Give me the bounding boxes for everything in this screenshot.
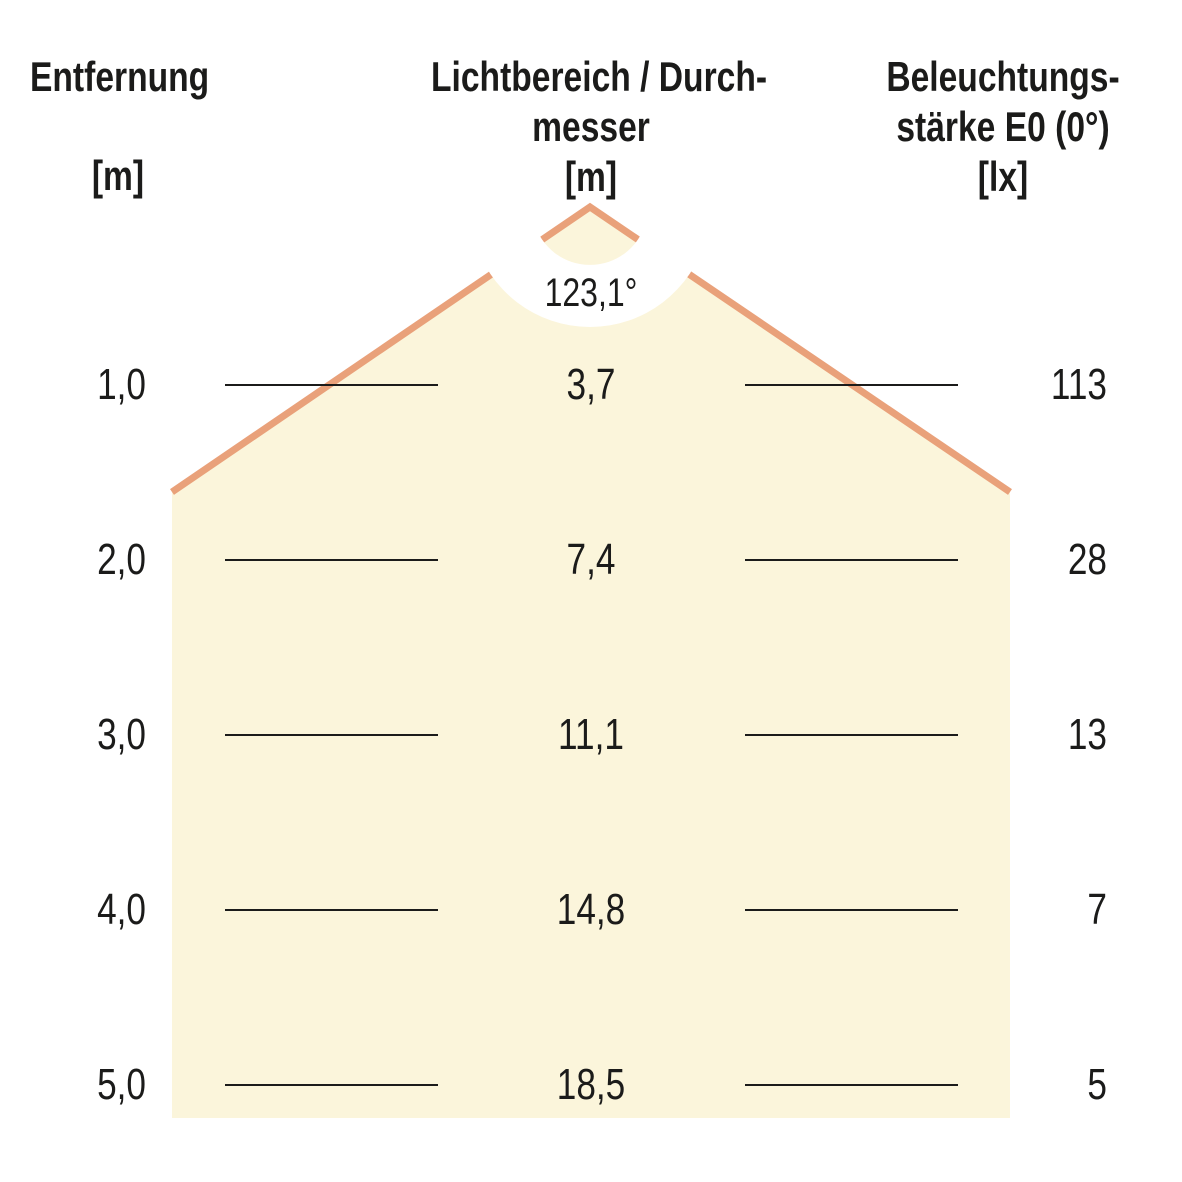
diameter-value: 11,1	[558, 710, 624, 759]
left-tick-line	[225, 734, 438, 736]
left-tick-line	[225, 909, 438, 911]
column-header-illuminance: Beleuchtungs- stärke E0 (0°) [lx]	[853, 0, 1153, 215]
left-tick-line	[225, 1084, 438, 1086]
table-row: 5,0 18,5 5	[0, 1059, 1182, 1111]
column-header-diameter: Lichtbereich / Durch- messer [m]	[391, 0, 791, 215]
diameter-value: 7,4	[566, 535, 616, 584]
illuminance-value: 113	[1050, 360, 1107, 409]
illuminance-value: 28	[1067, 535, 1107, 584]
header-diameter-title-line2: messer	[532, 103, 650, 150]
light-cone-edge-lines	[170, 202, 1012, 495]
column-header-distance: Entfernung [m]	[8, 0, 228, 215]
right-tick-line	[745, 909, 958, 911]
header-distance-title: Entfernung	[30, 53, 210, 100]
header-illuminance-title-line2: stärke E0 (0°)	[896, 103, 1110, 150]
table-row: 4,0 14,8 7	[0, 884, 1182, 936]
illuminance-value: 7	[1087, 885, 1107, 934]
header-distance-unit: [m]	[91, 152, 145, 199]
diameter-value: 3,7	[566, 360, 616, 409]
distance-value: 5,0	[97, 1060, 146, 1109]
left-tick-line	[225, 559, 438, 561]
right-tick-line	[745, 384, 958, 386]
header-diameter-unit: [m]	[564, 153, 618, 200]
illuminance-value: 13	[1067, 710, 1107, 759]
right-tick-line	[745, 734, 958, 736]
left-tick-line	[225, 384, 438, 386]
right-tick-line	[745, 559, 958, 561]
header-illuminance-title-line1: Beleuchtungs-	[886, 53, 1120, 100]
distance-value: 4,0	[97, 885, 146, 934]
distance-value: 2,0	[97, 535, 146, 584]
table-row: 3,0 11,1 13	[0, 709, 1182, 761]
illuminance-value: 5	[1087, 1060, 1107, 1109]
diameter-value: 14,8	[556, 885, 626, 934]
table-row: 2,0 7,4 28	[0, 534, 1182, 586]
beam-angle-arc-band	[474, 222, 706, 328]
table-row: 1,0 3,7 113	[0, 359, 1182, 411]
distance-value: 3,0	[97, 710, 146, 759]
header-illuminance-unit: [lx]	[977, 153, 1029, 200]
distance-value: 1,0	[97, 360, 146, 409]
header-diameter-title-line1: Lichtbereich / Durch-	[431, 53, 768, 100]
diameter-value: 18,5	[556, 1060, 626, 1109]
right-tick-line	[745, 1084, 958, 1086]
beam-angle-label: 123,1°	[544, 271, 638, 315]
light-cone-fill	[172, 207, 1010, 1118]
